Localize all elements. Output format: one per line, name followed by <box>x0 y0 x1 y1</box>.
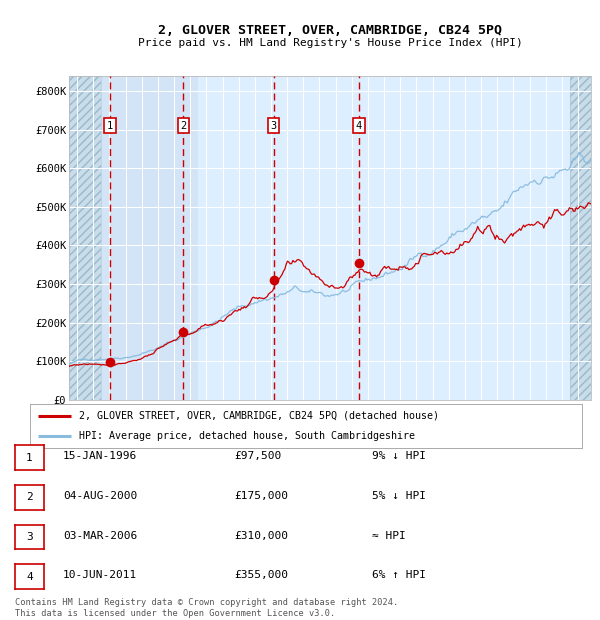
Text: 10-JUN-2011: 10-JUN-2011 <box>63 570 137 580</box>
Text: 4: 4 <box>356 121 362 131</box>
Text: Contains HM Land Registry data © Crown copyright and database right 2024.
This d: Contains HM Land Registry data © Crown c… <box>15 598 398 618</box>
Text: 1: 1 <box>107 121 113 131</box>
Text: £175,000: £175,000 <box>234 491 288 501</box>
Text: 5% ↓ HPI: 5% ↓ HPI <box>372 491 426 501</box>
Bar <box>570 76 591 400</box>
Text: 15-JAN-1996: 15-JAN-1996 <box>63 451 137 461</box>
Text: Price paid vs. HM Land Registry's House Price Index (HPI): Price paid vs. HM Land Registry's House … <box>137 38 523 48</box>
Text: 2, GLOVER STREET, OVER, CAMBRIDGE, CB24 5PQ (detached house): 2, GLOVER STREET, OVER, CAMBRIDGE, CB24 … <box>79 411 439 421</box>
Text: £355,000: £355,000 <box>234 570 288 580</box>
Text: 3: 3 <box>26 532 33 542</box>
Text: 6% ↑ HPI: 6% ↑ HPI <box>372 570 426 580</box>
Text: 2, GLOVER STREET, OVER, CAMBRIDGE, CB24 5PQ: 2, GLOVER STREET, OVER, CAMBRIDGE, CB24 … <box>158 24 502 37</box>
Text: 04-AUG-2000: 04-AUG-2000 <box>63 491 137 501</box>
Text: HPI: Average price, detached house, South Cambridgeshire: HPI: Average price, detached house, Sout… <box>79 431 415 441</box>
Text: 4: 4 <box>26 572 33 582</box>
Text: 9% ↓ HPI: 9% ↓ HPI <box>372 451 426 461</box>
Text: 2: 2 <box>180 121 187 131</box>
Text: 2: 2 <box>26 492 33 502</box>
Bar <box>101 76 198 400</box>
Text: ≈ HPI: ≈ HPI <box>372 531 406 541</box>
Text: 03-MAR-2006: 03-MAR-2006 <box>63 531 137 541</box>
Text: 1: 1 <box>26 453 33 463</box>
Text: 3: 3 <box>271 121 277 131</box>
Text: £97,500: £97,500 <box>234 451 281 461</box>
Bar <box>69 76 101 400</box>
Text: £310,000: £310,000 <box>234 531 288 541</box>
